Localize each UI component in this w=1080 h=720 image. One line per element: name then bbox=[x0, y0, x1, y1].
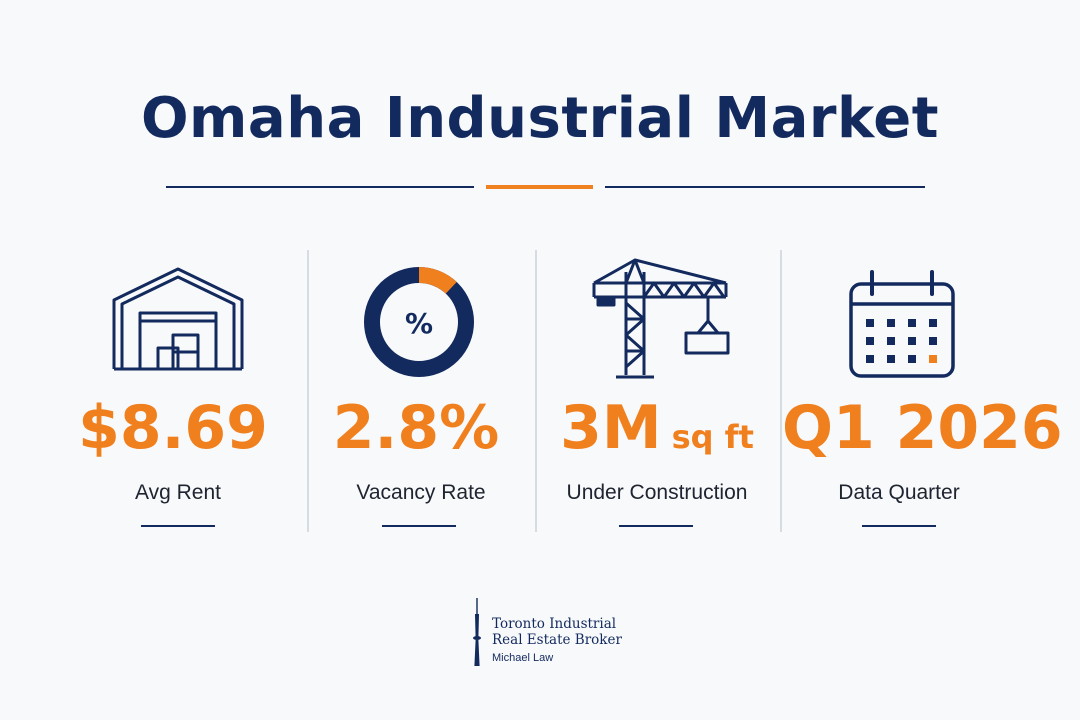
calendar-day-dot bbox=[887, 337, 895, 345]
calendar-day-dot bbox=[929, 319, 937, 327]
column-divider bbox=[307, 250, 309, 532]
calendar-day-highlight bbox=[929, 355, 937, 363]
stat-underline bbox=[382, 525, 456, 527]
calendar-day-dot bbox=[866, 355, 874, 363]
stat-underline bbox=[619, 525, 693, 527]
calendar-day-dot bbox=[887, 319, 895, 327]
stat-value: $8.69 bbox=[78, 393, 268, 463]
construction-crane-icon bbox=[592, 258, 730, 379]
stat-underline bbox=[141, 525, 215, 527]
brand-line-2: Real Estate Broker bbox=[492, 632, 622, 648]
calendar-day-dot bbox=[866, 337, 874, 345]
warehouse-icon bbox=[112, 267, 244, 371]
stat-label: Data Quarter bbox=[838, 481, 960, 504]
percent-symbol: % bbox=[405, 307, 433, 340]
calendar-day-dot bbox=[908, 355, 916, 363]
stat-value: Q1 2026 bbox=[782, 393, 1063, 463]
cn-tower-icon bbox=[473, 598, 481, 666]
column-divider bbox=[535, 250, 537, 532]
calendar-day-dot bbox=[908, 319, 916, 327]
page-title: Omaha Industrial Market bbox=[140, 86, 940, 151]
calendar-day-dot bbox=[908, 337, 916, 345]
calendar-day-dot bbox=[929, 337, 937, 345]
calendar-day-dot bbox=[866, 319, 874, 327]
stat-label: Under Construction bbox=[566, 481, 748, 504]
stat-label: Vacancy Rate bbox=[356, 481, 486, 504]
stat-value: 3M sq ft bbox=[560, 393, 754, 463]
title-rule-left bbox=[166, 186, 474, 188]
calendar-day-dot bbox=[887, 355, 895, 363]
column-divider bbox=[780, 250, 782, 532]
title-rule-right bbox=[605, 186, 925, 188]
stat-value: 2.8% bbox=[332, 393, 500, 463]
stat-underline bbox=[862, 525, 936, 527]
stat-label: Avg Rent bbox=[135, 481, 221, 504]
percent-donut-icon: % bbox=[364, 267, 474, 377]
brand-line-1: Toronto Industrial bbox=[492, 616, 617, 632]
brand-name: Michael Law bbox=[492, 652, 554, 664]
calendar-icon bbox=[849, 270, 955, 378]
title-rule-accent bbox=[486, 185, 593, 189]
